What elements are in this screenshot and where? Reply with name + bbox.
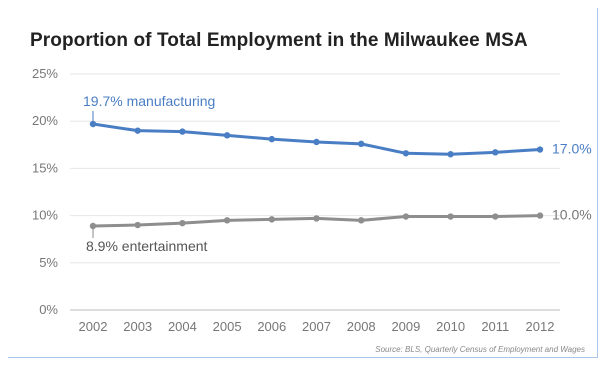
data-point-manufacturing — [402, 150, 410, 157]
x-tick-label: 2010 — [436, 319, 465, 334]
data-point-entertainment — [89, 222, 97, 230]
data-point-entertainment — [358, 217, 365, 224]
data-point-manufacturing — [358, 140, 365, 148]
x-tick-label: 2005 — [213, 319, 242, 334]
entertainment-end-label: 10.0% — [552, 207, 592, 223]
chart-title: Proportion of Total Employment in the Mi… — [30, 30, 528, 51]
data-point-manufacturing — [536, 146, 544, 153]
data-point-manufacturing — [223, 132, 231, 139]
data-point-manufacturing — [313, 138, 320, 146]
data-point-manufacturing — [492, 149, 499, 156]
y-tick-label: 5% — [39, 255, 58, 270]
x-tick-label: 2006 — [257, 319, 286, 334]
data-point-entertainment — [402, 213, 410, 220]
x-tick-label: 2008 — [347, 319, 376, 334]
chart-frame — [8, 8, 598, 358]
y-tick-label: 10% — [32, 208, 58, 223]
data-point-manufacturing — [89, 120, 97, 128]
data-point-manufacturing — [134, 127, 141, 134]
data-point-entertainment — [223, 217, 231, 224]
entertainment-start-label: 8.9% entertainment — [86, 238, 208, 254]
x-axis: 2002 2003 2004 2005 2006 2007 2008 2009 2010 2011… — [79, 319, 555, 334]
x-tick-label: 2007 — [302, 319, 331, 334]
data-point-entertainment — [134, 221, 141, 229]
x-tick-label: 2003 — [123, 319, 152, 334]
gridlines — [70, 73, 560, 311]
y-tick-label: 25% — [32, 66, 58, 81]
x-tick-label: 2002 — [79, 319, 108, 334]
x-tick-label: 2009 — [391, 319, 420, 334]
source-note: Source: BLS, Quarterly Census of Employm… — [375, 345, 585, 354]
x-tick-label: 2012 — [526, 319, 555, 334]
y-tick-label: 20% — [32, 113, 58, 128]
manufacturing-start-label: 19.7% manufacturing — [83, 93, 215, 109]
x-tick-label: 2004 — [168, 319, 197, 334]
series-layer — [89, 120, 544, 230]
data-point-entertainment — [447, 213, 454, 220]
x-tick-label: 2011 — [481, 319, 509, 334]
data-point-entertainment — [268, 216, 275, 223]
data-point-manufacturing — [268, 135, 275, 143]
data-point-entertainment — [492, 213, 499, 220]
data-point-manufacturing — [447, 151, 454, 158]
data-point-entertainment — [536, 212, 544, 219]
y-axis: 0% 5% 10% 15% 20% 25% — [32, 66, 58, 317]
y-tick-label: 0% — [39, 302, 58, 317]
data-point-manufacturing — [179, 128, 186, 135]
y-tick-label: 15% — [32, 160, 58, 175]
data-point-entertainment — [313, 215, 320, 222]
manufacturing-end-label: 17.0% — [552, 141, 592, 157]
data-point-entertainment — [179, 219, 186, 227]
